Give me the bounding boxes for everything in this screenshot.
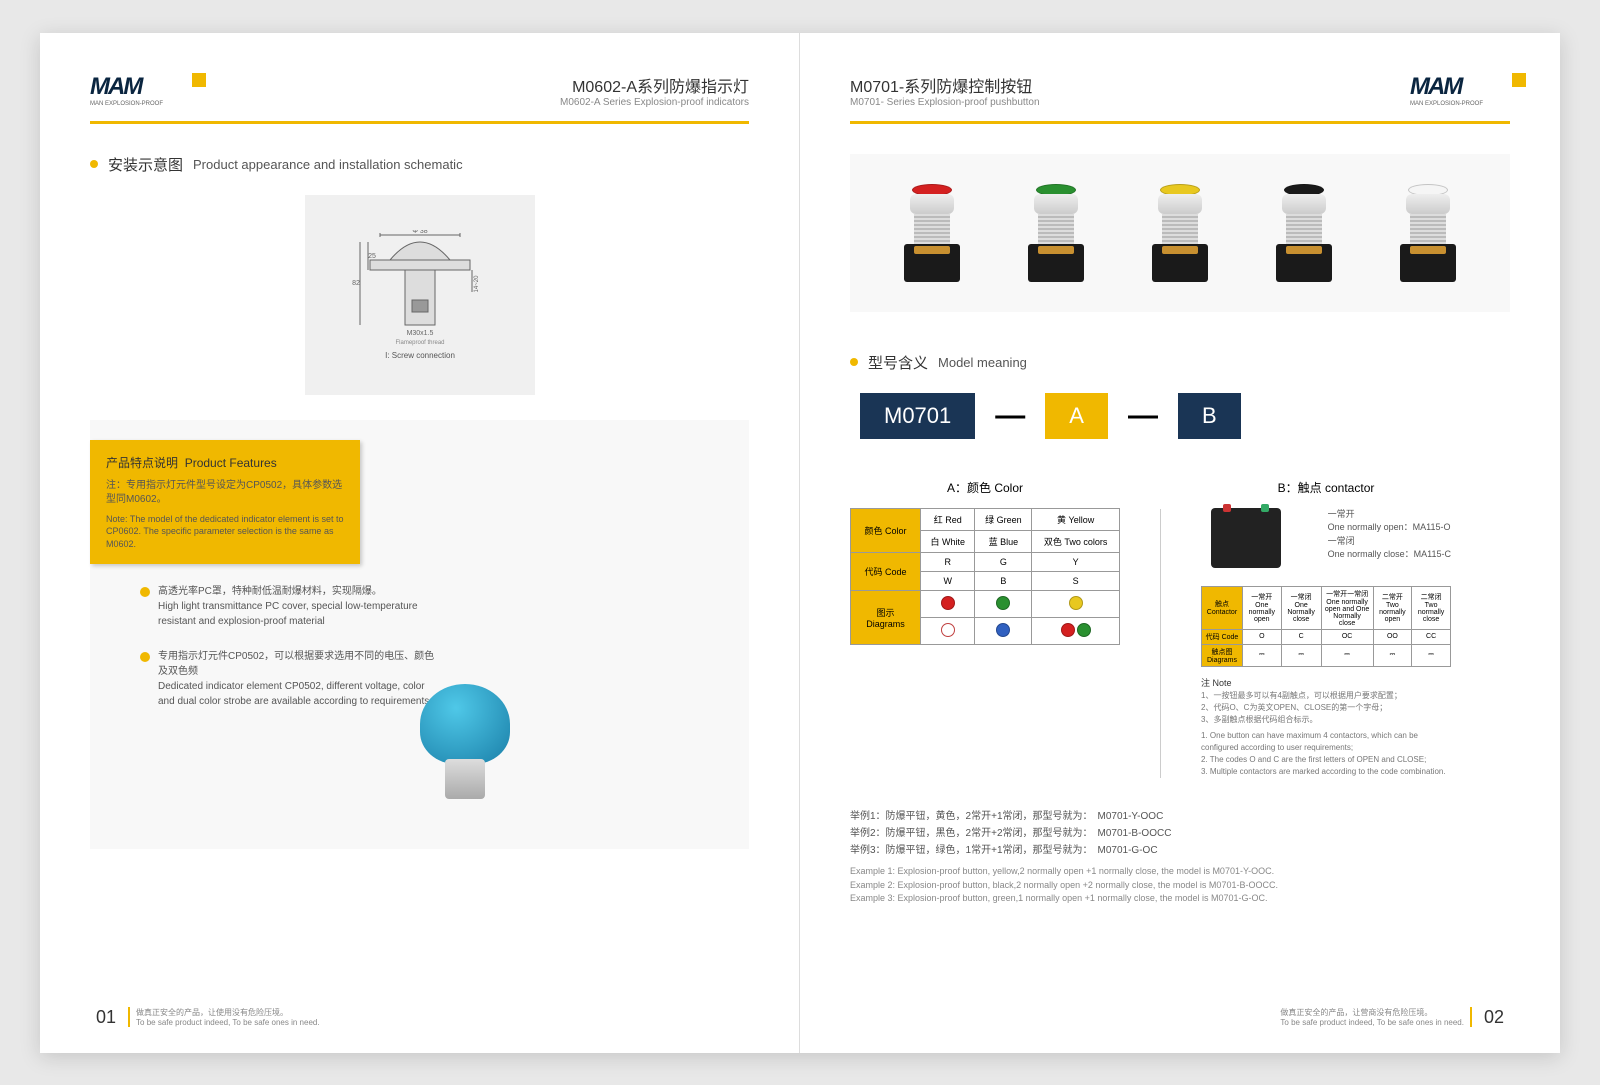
feature-note-cn: 注：专用指示灯元件型号设定为CP0502，具体参数选型同M0602。 — [106, 479, 344, 507]
pushbutton — [1011, 184, 1101, 282]
features-section: 产品特点说明 Product Features 注：专用指示灯元件型号设定为CP… — [90, 420, 749, 850]
heading-en: Product appearance and installation sche… — [193, 157, 463, 172]
left-page: MAM MAN EXPLOSION-PROOF M0602-A系列防爆指示灯 M… — [40, 33, 800, 1053]
schematic-svg: Φ 38 82 25 14~20 M30x1.5 Flameproof thre… — [350, 230, 490, 360]
svg-text:I: Screw connection: I: Screw connection — [385, 351, 455, 360]
example-line: 举例1：防爆平钮，黄色，2常开+1常闭，那型号就为： M0701-Y-OOC — [850, 808, 1510, 825]
contactor-table: 触点 Contactor一常开One normally open一常闭One N… — [1201, 586, 1451, 667]
callout2-cn: 专用指示灯元件CP0502，可以根据要求选用不同的电压、颜色及双色频 — [158, 649, 438, 679]
column-b-contactor: B：触点 contactor 一常开 One normally open：MA1… — [1201, 479, 1451, 779]
svg-text:14~20: 14~20 — [474, 274, 480, 292]
footer-left: 01 做真正安全的产品，让使用没有危险压境。 To be safe produc… — [90, 1007, 320, 1028]
svg-text:Flameproof thread: Flameproof thread — [395, 340, 444, 346]
model-details: A：颜色 Color 颜色 Color红 Red绿 Green黄 Yellow白… — [850, 479, 1510, 779]
svg-text:M30x1.5: M30x1.5 — [406, 330, 433, 337]
title-en: M0602-A Series Explosion-proof indicator… — [560, 97, 749, 108]
callout2-en: Dedicated indicator element CP0502, diff… — [158, 681, 429, 707]
header: MAM MAN EXPLOSION-PROOF M0602-A系列防爆指示灯 M… — [90, 73, 749, 113]
color-table: 颜色 Color红 Red绿 Green黄 Yellow白 White蓝 Blu… — [850, 508, 1120, 645]
callout1-cn: 高透光率PC罩，特种耐低温耐爆材料，实现隔爆。 — [158, 584, 438, 599]
title-cn: M0701-系列防爆控制按钮 — [850, 73, 1040, 97]
heading-cn: 型号含义 — [868, 352, 928, 373]
brand-logo: MAM MAN EXPLOSION-PROOF — [1410, 73, 1510, 113]
feature-note-en: Note: The model of the dedicated indicat… — [106, 513, 344, 551]
contactor-image — [1211, 508, 1281, 568]
dash: — — [1128, 399, 1158, 433]
footer-en: To be safe product indeed, To be safe on… — [136, 1018, 320, 1027]
feature-box: 产品特点说明 Product Features 注：专用指示灯元件型号设定为CP… — [90, 440, 360, 565]
footer-right: 做真正安全的产品，让营商没有危险压境。 To be safe product i… — [1280, 1007, 1510, 1028]
note-line: 2. The codes O and C are the first lette… — [1201, 754, 1451, 766]
note-line: 3、多副触点根据代码组合标示。 — [1201, 714, 1451, 726]
dash: — — [995, 399, 1025, 433]
logo-tagline: MAN EXPLOSION-PROOF — [90, 101, 190, 107]
heading-cn: 安装示意图 — [108, 154, 183, 175]
page-number: 02 — [1484, 1007, 1504, 1028]
title-cn: M0602-A系列防爆指示灯 — [560, 73, 749, 97]
brand-logo: MAM MAN EXPLOSION-PROOF — [90, 73, 190, 113]
model-breakdown: M0701 — A — B — [860, 393, 1510, 439]
footer-cn: 做真正安全的产品，让营商没有危险压境。 — [1280, 1008, 1432, 1017]
right-page: M0701-系列防爆控制按钮 M0701- Series Explosion-p… — [800, 33, 1560, 1053]
example-line: Example 1: Explosion-proof button, yello… — [850, 865, 1510, 879]
feature-title: 产品特点说明 Product Features — [106, 454, 344, 471]
note-line: 1. One button can have maximum 4 contact… — [1201, 730, 1451, 754]
callout-dot-icon — [140, 652, 150, 662]
title-en: M0701- Series Explosion-proof pushbutton — [850, 97, 1040, 108]
logo-text: MAM — [1410, 73, 1461, 100]
example-line: 举例3：防爆平钮，绿色，1常开+1常闭，那型号就为： M0701-G-OC — [850, 842, 1510, 859]
pushbutton — [1135, 184, 1225, 282]
svg-text:82: 82 — [352, 280, 360, 287]
callout1-en: High light transmittance PC cover, speci… — [158, 601, 418, 627]
col-b-label: B：触点 contactor — [1201, 479, 1451, 496]
vertical-divider — [1160, 509, 1161, 779]
notes: 注 Note 1、一按钮最多可以有4副触点，可以根据用户要求配置；2、代码O、C… — [1201, 677, 1451, 779]
model-part-1: M0701 — [860, 393, 975, 439]
pushbutton — [1383, 184, 1473, 282]
heading-en: Model meaning — [938, 355, 1027, 370]
bullet-icon — [850, 358, 858, 366]
section-heading: 安装示意图 Product appearance and installatio… — [90, 154, 749, 175]
page-title: M0701-系列防爆控制按钮 M0701- Series Explosion-p… — [850, 73, 1040, 108]
indicator-product-image — [410, 679, 520, 809]
pushbutton — [887, 184, 977, 282]
example-line: Example 3: Explosion-proof button, green… — [850, 892, 1510, 906]
footer-cn: 做真正安全的产品，让使用没有危险压境。 — [136, 1008, 288, 1017]
svg-text:25: 25 — [368, 253, 376, 260]
notes-title: 注 Note — [1201, 677, 1451, 691]
divider — [850, 121, 1510, 124]
bullet-icon — [90, 160, 98, 168]
model-part-2: A — [1045, 393, 1108, 439]
callout-1: 高透光率PC罩，特种耐低温耐爆材料，实现隔爆。 High light trans… — [140, 584, 749, 629]
header: M0701-系列防爆控制按钮 M0701- Series Explosion-p… — [850, 73, 1510, 113]
note-line: 1、一按钮最多可以有4副触点，可以根据用户要求配置； — [1201, 690, 1451, 702]
note-line: 2、代码O、C为英文OPEN、CLOSE的第一个字母； — [1201, 702, 1451, 714]
logo-tagline: MAN EXPLOSION-PROOF — [1410, 101, 1510, 107]
installation-schematic: Φ 38 82 25 14~20 M30x1.5 Flameproof thre… — [305, 195, 535, 395]
page-number: 01 — [96, 1007, 116, 1028]
model-part-3: B — [1178, 393, 1241, 439]
divider — [90, 121, 749, 124]
col-a-label: A：颜色 Color — [850, 479, 1120, 496]
section-heading: 型号含义 Model meaning — [850, 352, 1510, 373]
catalog-spread: MAM MAN EXPLOSION-PROOF M0602-A系列防爆指示灯 M… — [40, 33, 1560, 1053]
contactor-labels: 一常开 One normally open：MA115-O 一常闭 One no… — [1328, 508, 1451, 562]
svg-text:Φ 38: Φ 38 — [412, 230, 427, 235]
page-title: M0602-A系列防爆指示灯 M0602-A Series Explosion-… — [560, 73, 749, 108]
note-line: 3. Multiple contactors are marked accord… — [1201, 766, 1451, 778]
column-a-color: A：颜色 Color 颜色 Color红 Red绿 Green黄 Yellow白… — [850, 479, 1120, 779]
pushbutton-gallery — [850, 154, 1510, 312]
examples: 举例1：防爆平钮，黄色，2常开+1常闭，那型号就为： M0701-Y-OOC举例… — [850, 808, 1510, 906]
callout-dot-icon — [140, 587, 150, 597]
logo-text: MAM — [90, 73, 141, 100]
example-line: 举例2：防爆平钮，黑色，2常开+2常闭，那型号就为： M0701-B-OOCC — [850, 825, 1510, 842]
footer-en: To be safe product indeed, To be safe on… — [1280, 1018, 1464, 1027]
example-line: Example 2: Explosion-proof button, black… — [850, 879, 1510, 893]
pushbutton — [1259, 184, 1349, 282]
